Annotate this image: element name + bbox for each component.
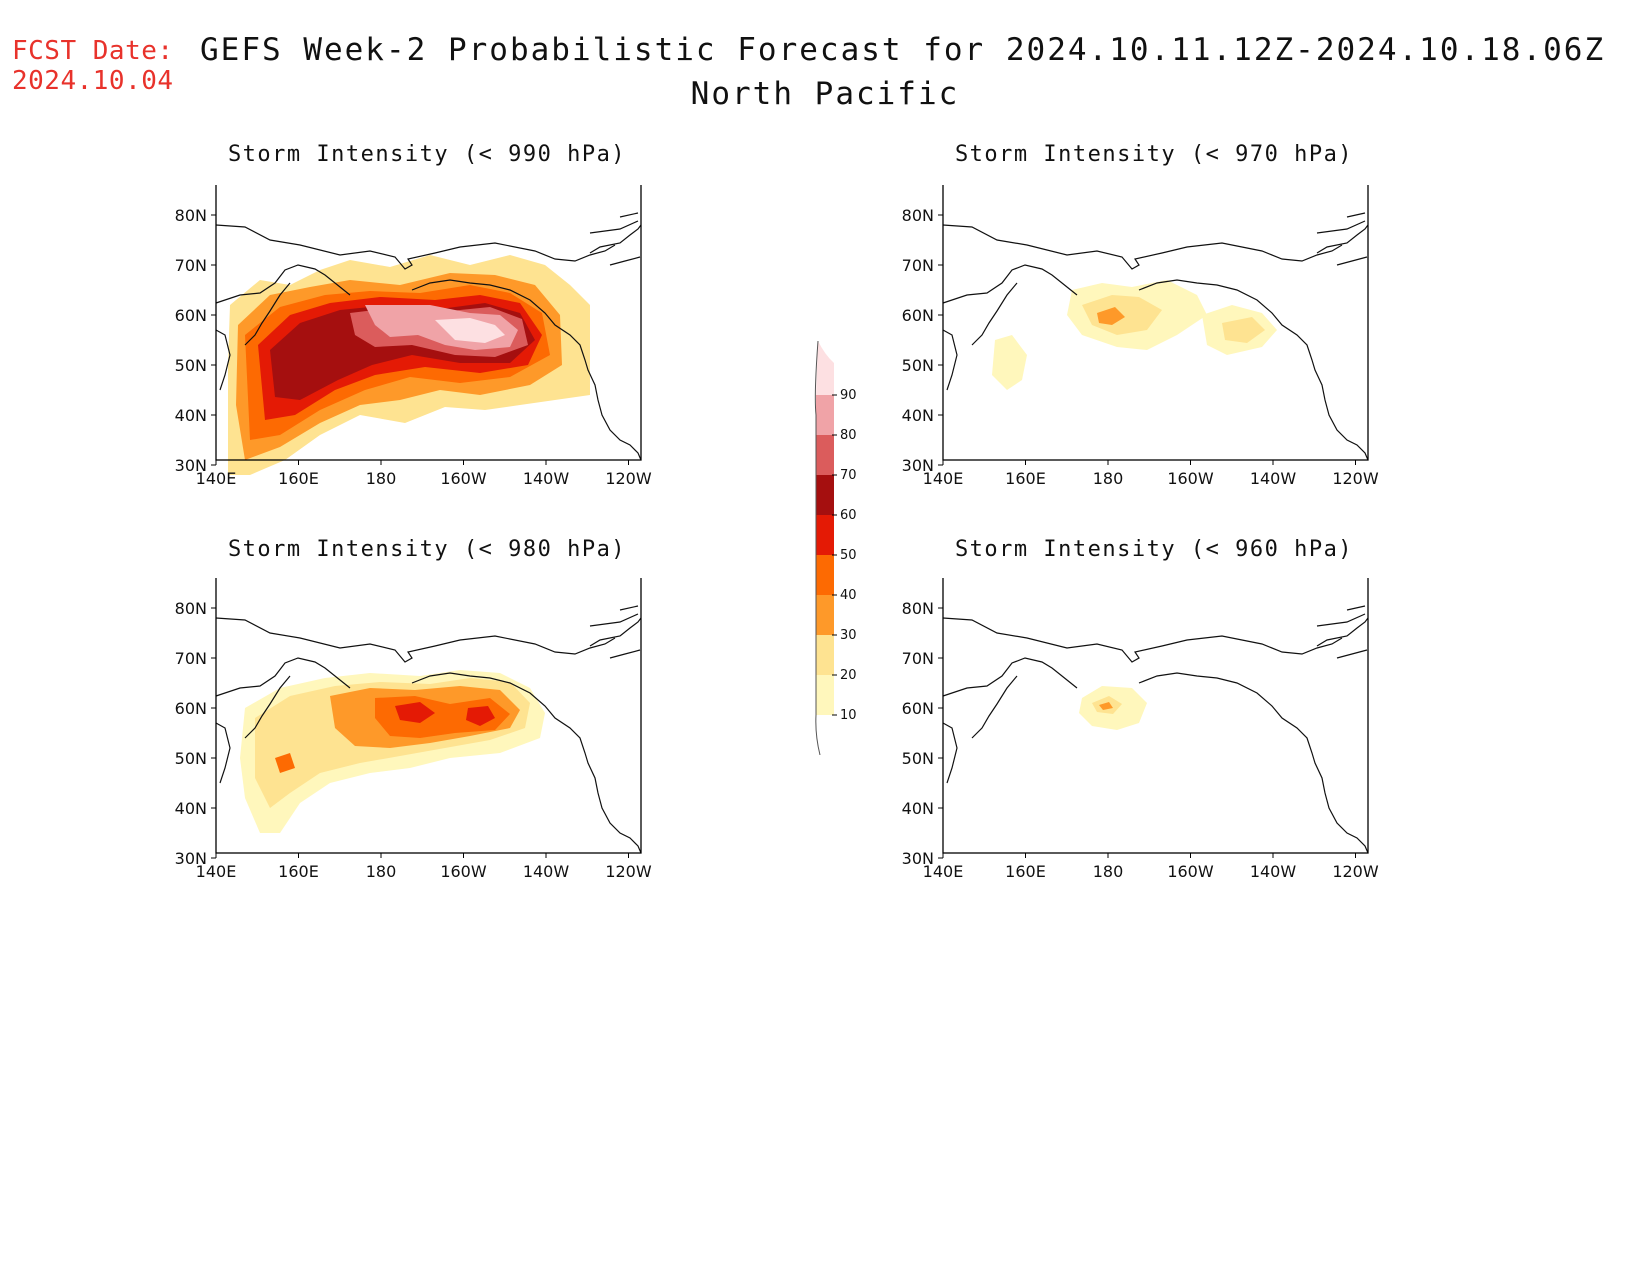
lat-tick-label: 40N [902,406,934,425]
lat-tick-label: 50N [175,356,207,375]
lat-tick-label: 80N [175,206,207,225]
coastlines-980 [215,605,642,854]
map-frame-980 [215,578,642,854]
lat-tick-label: 80N [175,599,207,618]
forecast-date-value: 2024.10.04 [12,66,174,96]
lat-tick-label: 70N [175,256,207,275]
lon-tick-label: 120W [605,862,652,881]
colorbar-label: 40 [840,588,857,603]
lon-tick-label: 140E [923,862,964,881]
panel-title-960: Storm Intensity (< 960 hPa) [954,537,1354,562]
lon-tick-label: 160E [278,862,319,881]
lat-tick-label: 40N [175,799,207,818]
lon-tick-label: 180 [1093,862,1124,881]
probability-field-960 [1079,686,1147,730]
lat-tick-label: 70N [902,256,934,275]
lat-tick-label: 70N [902,649,934,668]
page-subtitle: North Pacific [690,76,960,112]
lat-tick-label: 80N [902,206,934,225]
lat-tick-label: 50N [902,749,934,768]
coastlines-960 [942,605,1369,854]
lon-tick-label: 160W [440,862,487,881]
lon-tick-label: 180 [1093,469,1124,488]
lat-tick-label: 80N [902,599,934,618]
lon-tick-label: 140W [523,469,570,488]
colorbar-label: 60 [840,508,857,523]
panel-title-970: Storm Intensity (< 970 hPa) [954,142,1354,167]
lon-tick-label: 120W [1332,469,1379,488]
forecast-date-block: FCST Date: 2024.10.04 [12,36,174,96]
colorbar-swatch [816,675,834,715]
colorbar-swatch [816,595,834,635]
lon-tick-label: 160W [440,469,487,488]
lon-tick-label: 140W [1250,469,1297,488]
lat-tick-label: 30N [175,456,207,475]
lon-tick-label: 140W [1250,862,1297,881]
colorbar-label: 10 [840,708,857,723]
lat-tick-label: 60N [175,306,207,325]
lon-tick-label: 180 [366,862,397,881]
coastlines-990 [215,212,642,461]
lon-tick-label: 140E [196,862,237,881]
colorbar-label: 20 [840,668,857,683]
colorbar-swatch [816,555,834,595]
lat-tick-label: 40N [902,799,934,818]
probability-field-980 [240,670,545,833]
probability-field-970 [992,280,1277,390]
colorbar-swatch [816,341,834,395]
lon-tick-label: 140E [196,469,237,488]
panel-title-990: Storm Intensity (< 990 hPa) [227,142,627,167]
lon-tick-label: 160E [278,469,319,488]
lat-tick-label: 30N [902,456,934,475]
colorbar-label: 70 [840,468,857,483]
colorbar-swatch [816,435,834,475]
colorbar: 10 20 30 40 50 60 70 80 90 [814,340,857,755]
lat-tick-label: 50N [175,749,207,768]
map-frame-970 [942,185,1369,461]
lon-tick-label: 120W [605,469,652,488]
colorbar-label: 90 [840,388,857,403]
map-frame-990 [215,185,642,461]
forecast-date-label: FCST Date: [12,36,174,66]
lon-tick-label: 120W [1332,862,1379,881]
lat-tick-label: 30N [175,849,207,868]
lat-tick-label: 40N [175,406,207,425]
lat-tick-label: 60N [902,699,934,718]
lon-tick-label: 160E [1005,862,1046,881]
lat-tick-label: 60N [175,699,207,718]
colorbar-edge [814,340,821,755]
panel-title-980: Storm Intensity (< 980 hPa) [227,537,627,562]
lon-tick-label: 140W [523,862,570,881]
page-title: GEFS Week-2 Probabilistic Forecast for 2… [200,32,1606,68]
lat-tick-label: 60N [902,306,934,325]
coastlines-970 [942,212,1369,461]
lon-tick-label: 160W [1167,469,1214,488]
map-frame-960 [942,578,1369,854]
lon-tick-label: 160W [1167,862,1214,881]
lat-tick-label: 70N [175,649,207,668]
lon-tick-label: 160E [1005,469,1046,488]
lon-tick-label: 180 [366,469,397,488]
colorbar-swatch [816,395,834,435]
colorbar-swatch [816,515,834,555]
colorbar-label: 30 [840,628,857,643]
lon-tick-label: 140E [923,469,964,488]
colorbar-swatch [816,635,834,675]
lat-tick-label: 50N [902,356,934,375]
probability-field-990 [228,255,590,475]
colorbar-label: 50 [840,548,857,563]
colorbar-swatch [816,475,834,515]
lat-tick-label: 30N [902,849,934,868]
colorbar-label: 80 [840,428,857,443]
